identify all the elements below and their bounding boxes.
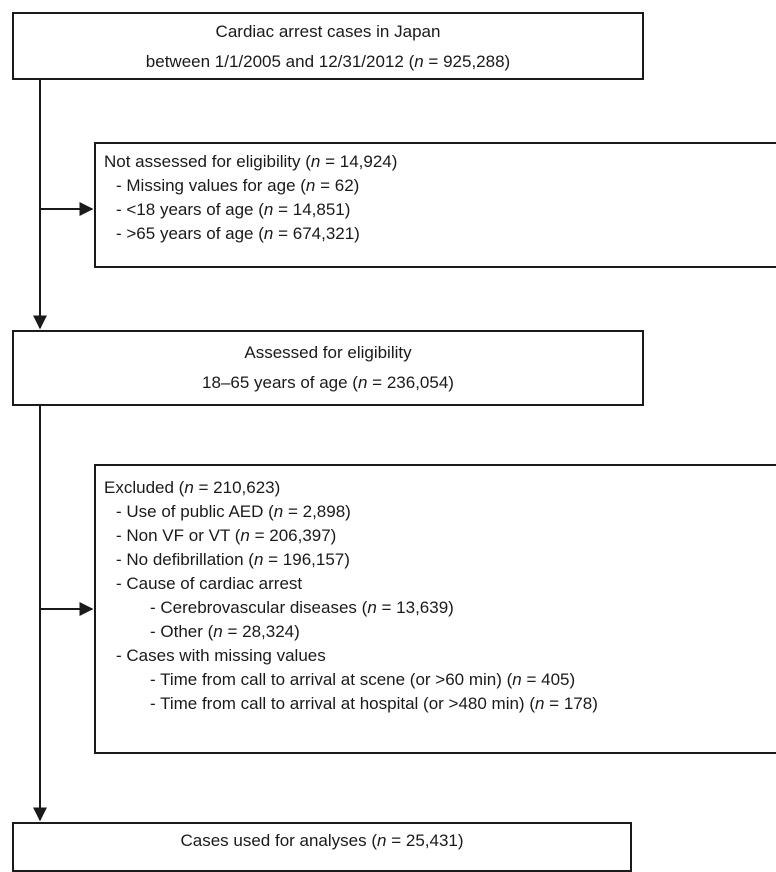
public-aed-item: - Use of public AED (n = 2,898) [116, 502, 351, 521]
non-vf-vt-item: - Non VF or VT (n = 206,397) [116, 526, 337, 545]
hospital-arrival-item: - Time from call to arrival at hospital … [150, 694, 598, 713]
not-assessed-header: Not assessed for eligibility (n = 14,924… [104, 152, 398, 171]
total-cases-count: between 1/1/2005 and 12/31/2012 (n = 925… [145, 52, 511, 71]
missing-age-item: - Missing values for age (n = 62) [116, 176, 360, 195]
assessed-eligibility-count: 18–65 years of age (n = 236,054) [202, 373, 454, 392]
over-65-item: - >65 years of age (n = 674,321) [116, 224, 360, 243]
excluded-header: Excluded (n = 210,623) [104, 478, 281, 497]
cerebrovascular-item: - Cerebrovascular diseases (n = 13,639) [150, 598, 454, 617]
scene-arrival-item: - Time from call to arrival at scene (or… [150, 670, 576, 689]
cause-of-arrest-item: - Cause of cardiac arrest [116, 574, 303, 593]
analysis-cases-box: Cases used for analyses (n = 25,431) [12, 822, 632, 872]
analysis-cases-count: Cases used for analyses (n = 25,431) [180, 831, 464, 850]
total-cases-box: Cardiac arrest cases in Japan between 1/… [12, 12, 644, 80]
assessed-eligibility-title: Assessed for eligibility [244, 343, 412, 362]
total-cases-title: Cardiac arrest cases in Japan [215, 22, 441, 41]
assessed-eligibility-box: Assessed for eligibility 18–65 years of … [12, 330, 644, 406]
other-cause-item: - Other (n = 28,324) [150, 622, 300, 641]
missing-values-item: - Cases with missing values [116, 646, 326, 665]
excluded-box: Excluded (n = 210,623) - Use of public A… [94, 464, 776, 754]
not-assessed-box: Not assessed for eligibility (n = 14,924… [94, 142, 776, 268]
no-defibrillation-item: - No defibrillation (n = 196,157) [116, 550, 350, 569]
under-18-item: - <18 years of age (n = 14,851) [116, 200, 351, 219]
